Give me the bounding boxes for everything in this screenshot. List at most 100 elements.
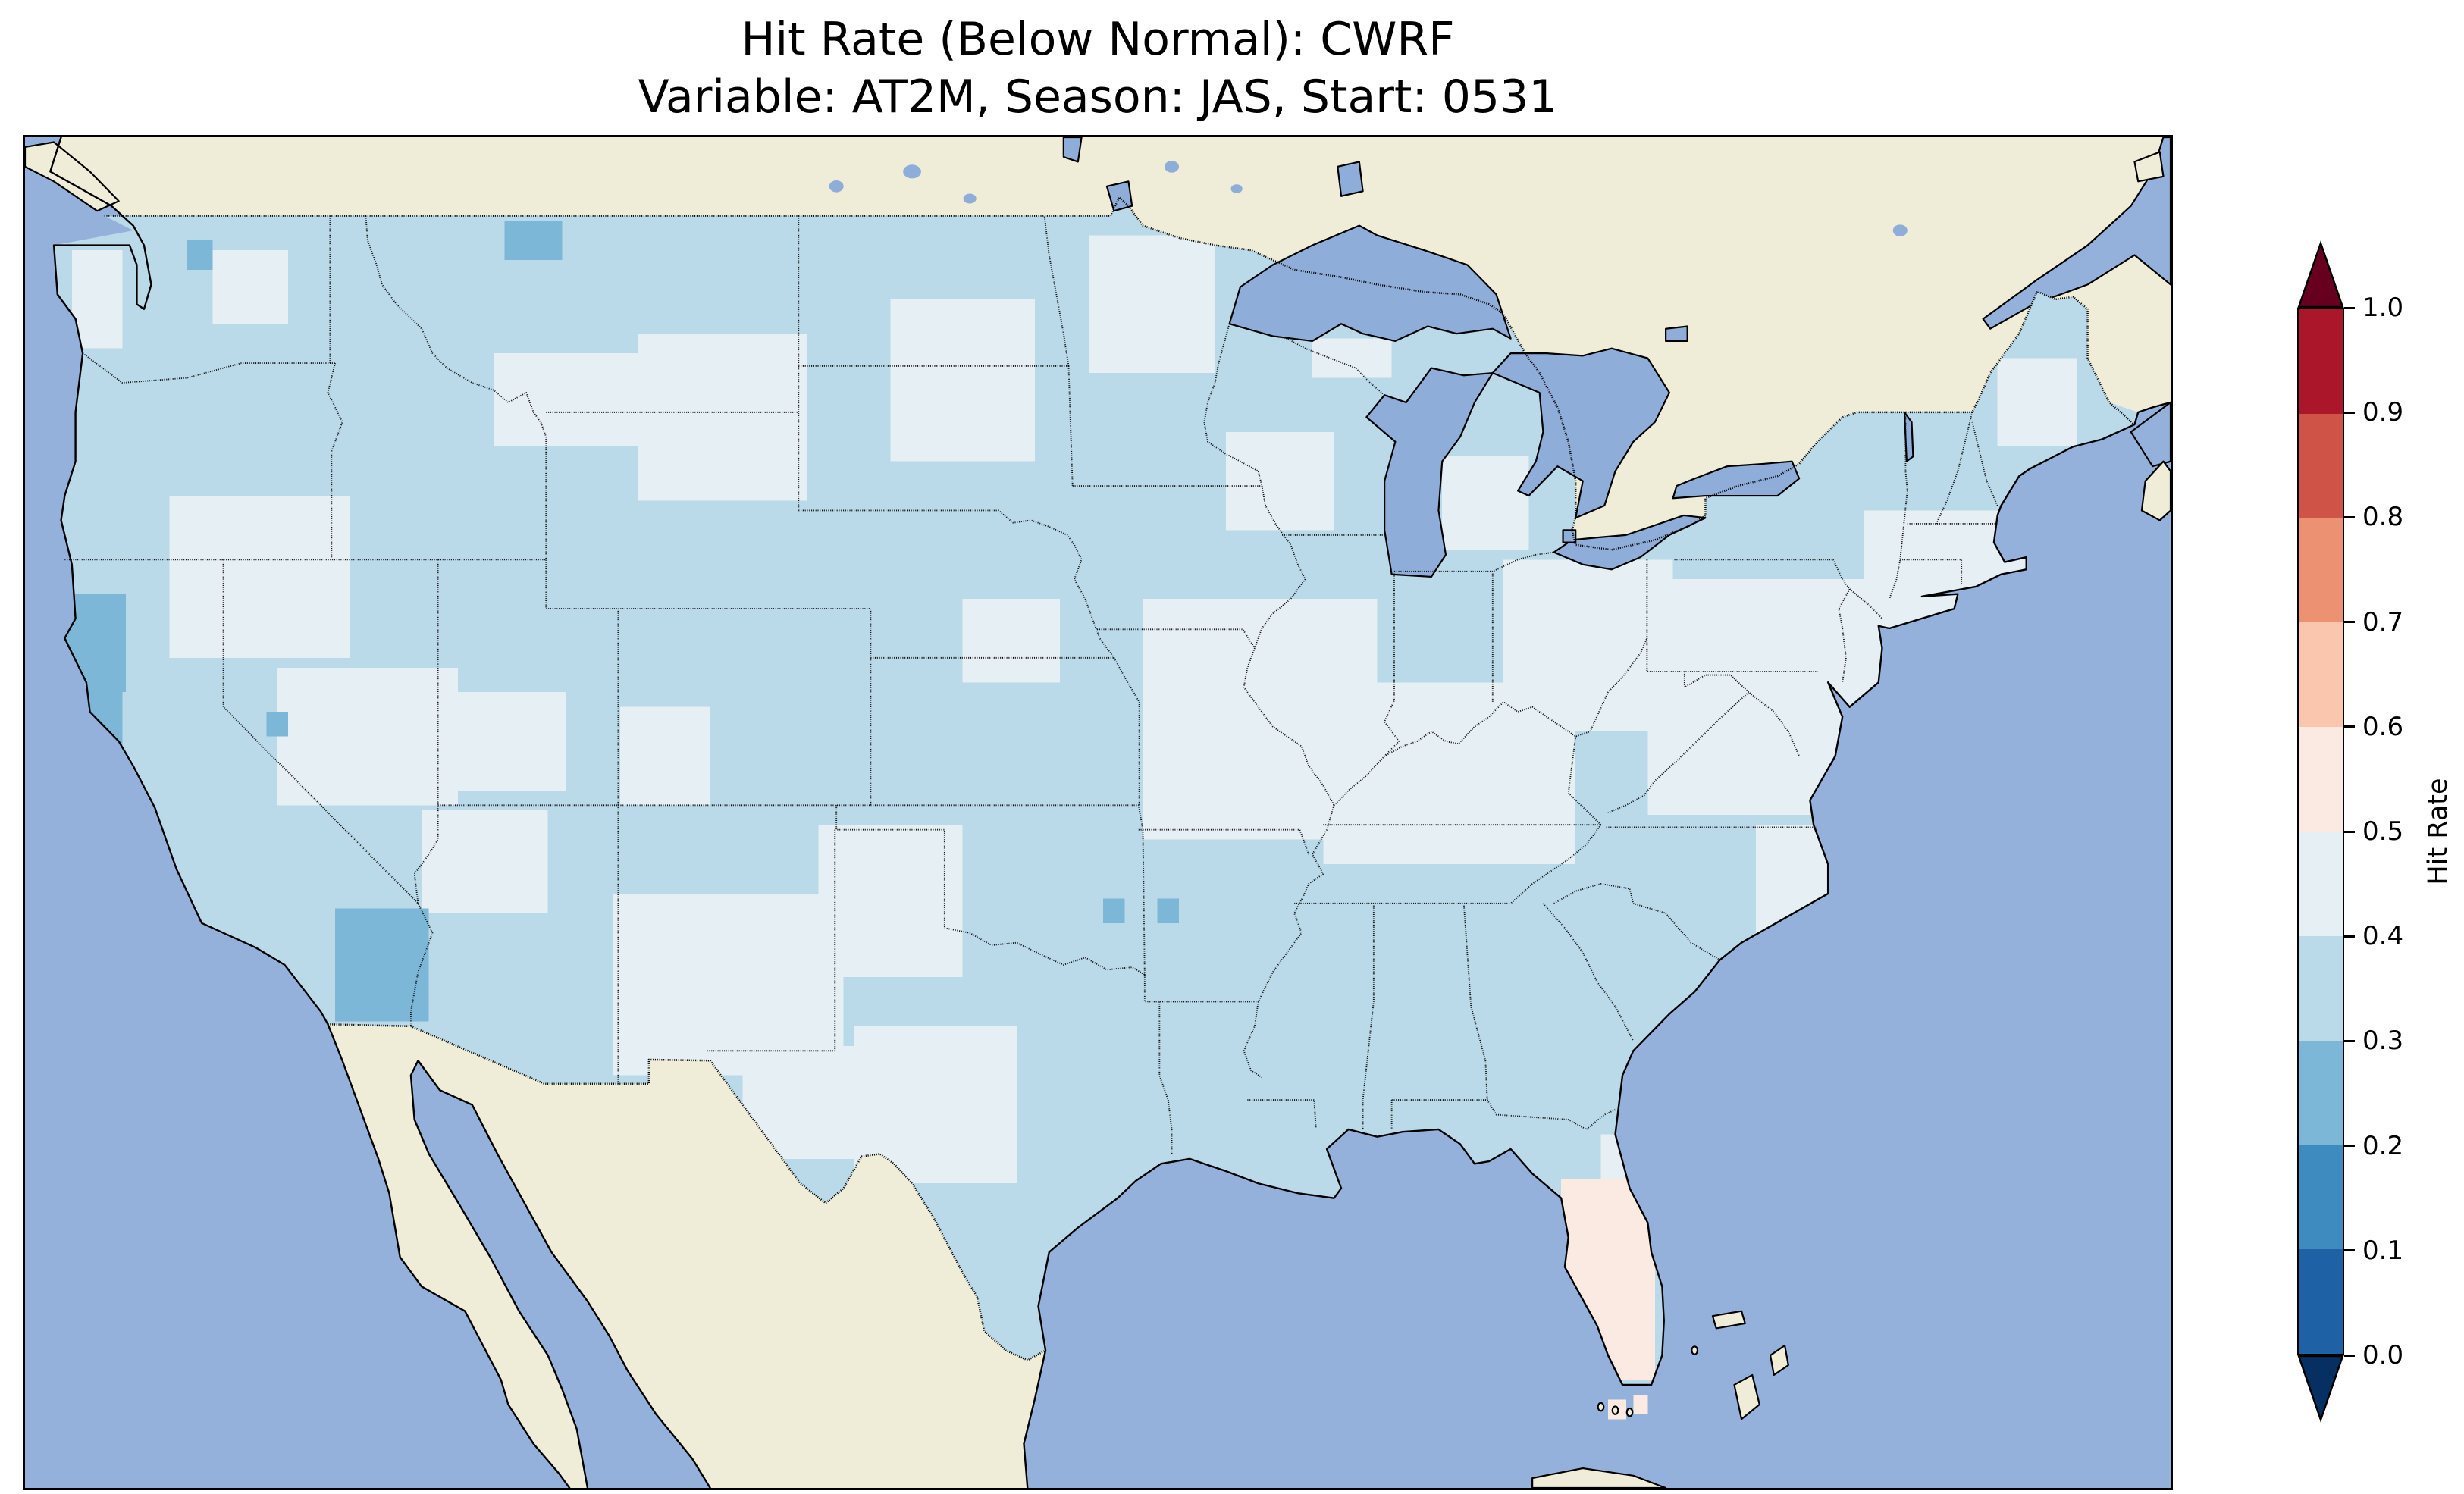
lake-champlain (1904, 412, 1913, 462)
colorbar-segment (2299, 622, 2343, 728)
colorbar-tick-label: 0.5 (2362, 816, 2404, 847)
lake-st-clair (1563, 530, 1576, 542)
colorbar-segment (2299, 832, 2343, 936)
canada-small-lake (1164, 161, 1180, 173)
colorbar-axis-label: Hit Rate (2423, 778, 2453, 885)
hit-rate-cell (1997, 358, 2077, 447)
colorbar-segment (2299, 935, 2343, 1041)
hit-rate-cell (457, 692, 566, 791)
bay-of-fundy (2131, 402, 2171, 466)
colorbar-segment (2299, 1145, 2343, 1250)
hit-rate-cell (818, 825, 963, 978)
colorbar-tick-mark (2344, 1249, 2355, 1252)
lake-ontario (1673, 462, 1799, 499)
hit-rate-cell (1312, 338, 1392, 378)
us-hit-rate-base (54, 197, 2139, 1385)
colorbar-tick-label: 0.8 (2362, 502, 2404, 533)
colorbar-tick-label: 0.2 (2362, 1130, 2404, 1161)
hit-rate-cell (638, 334, 808, 501)
figure-title-line-2: Variable: AT2M, Season: JAS, Start: 0531 (638, 70, 1558, 124)
hit-rate-cell (1633, 1394, 1648, 1414)
hit-rate-cell (1503, 559, 1673, 732)
vancouver-island (25, 142, 119, 211)
state-borders (64, 216, 1997, 1154)
hit-rate-cell (494, 353, 638, 447)
lake-nipigon (1337, 161, 1362, 196)
colorbar-extend-above (2297, 240, 2344, 309)
lake-winnipeg-tip (1064, 137, 1082, 161)
colorbar-tick-mark (2344, 830, 2355, 833)
canada-small-lake (829, 180, 844, 193)
lake-michigan (1366, 368, 1492, 577)
colorbar-body (2297, 308, 2344, 1355)
lake-of-the-woods (1107, 181, 1132, 211)
nova-scotia (2142, 462, 2171, 521)
hit-rate-cell (1157, 898, 1180, 923)
colorbar-tick-label: 1.0 (2362, 293, 2404, 323)
florida-key (1598, 1403, 1604, 1411)
colorbar-tick-mark (2344, 306, 2355, 309)
hit-rate-cell (335, 908, 429, 1022)
colorbar-ticks: 0.0 0.1 0.2 0.3 0.4 0.5 0.6 0.7 0.8 0.9 1.0 (2344, 293, 2464, 1370)
colorbar-tick-label: 0.3 (2362, 1026, 2404, 1057)
colorbar-tick-mark (2344, 411, 2355, 414)
hit-rate-cell (1103, 898, 1125, 923)
colorbar-segment (2299, 413, 2343, 518)
colorbar-tick-label: 0.0 (2362, 1340, 2404, 1370)
lake-erie (1554, 515, 1706, 569)
anticosti-island (2134, 152, 2163, 181)
colorbar-tick-label: 0.9 (2362, 397, 2404, 428)
florida-key (1627, 1408, 1633, 1416)
canada-small-lake (903, 164, 921, 179)
hit-rate-cell (422, 810, 548, 913)
hit-rate-cell (277, 667, 458, 806)
map-frame (23, 135, 2173, 1490)
coastline (50, 137, 2171, 1488)
hit-rate-cell (619, 706, 710, 806)
colorbar-tick-mark (2344, 1354, 2355, 1357)
hit-rate-cell (890, 299, 1035, 462)
colorbar-tick-mark (2344, 935, 2355, 938)
hit-rate-cell (504, 221, 563, 260)
colorbar-tick-label: 0.7 (2362, 606, 2404, 637)
lake-nipissing (1666, 326, 1688, 340)
colorbar-tick-label: 0.6 (2362, 711, 2404, 742)
hit-rate-cell (266, 712, 289, 737)
colorbar-segment (2299, 518, 2343, 623)
hit-rate-cells (64, 221, 2077, 1380)
colorbar-tick-label: 0.1 (2362, 1235, 2404, 1266)
hit-rate-cell (169, 496, 350, 658)
bimini (1691, 1346, 1698, 1354)
eleuthera (1770, 1345, 1788, 1375)
colorbar-tick-mark (2344, 621, 2355, 624)
colorbar-tick-mark (2344, 1039, 2355, 1042)
grand-bahama (1713, 1311, 1745, 1329)
colorbar-segment (2299, 1249, 2343, 1354)
hit-rate-cell (1442, 456, 1529, 550)
florida-key (1613, 1406, 1619, 1414)
colorbar-tick-label: 0.4 (2362, 921, 2404, 952)
colorbar-tick-mark (2344, 515, 2355, 518)
andros-island (1734, 1375, 1759, 1419)
hit-rate-cell (613, 893, 844, 1076)
hit-rate-cell (1225, 431, 1334, 531)
map-canvas (25, 137, 2171, 1488)
canada-small-lake (1230, 184, 1243, 193)
colorbar-segment (2299, 727, 2343, 832)
colorbar-segment (2299, 1040, 2343, 1145)
hit-rate-cell (1089, 235, 1215, 374)
canada-small-lake (963, 193, 977, 204)
lake-huron (1493, 349, 1669, 518)
cuba (1532, 1468, 1666, 1488)
colorbar-tick-mark (2344, 725, 2355, 728)
islands (1532, 1311, 1788, 1488)
canada-small-lake (1892, 224, 1908, 236)
international-borders (105, 197, 2135, 1360)
hit-rate-cell (71, 250, 123, 349)
colorbar-tick-mark (2344, 1145, 2355, 1148)
figure-title-line-1: Hit Rate (Below Normal): CWRF (741, 13, 1455, 66)
colorbar-extend-below (2297, 1355, 2344, 1423)
hit-rate-cell (212, 250, 289, 324)
figure-title: Hit Rate (Below Normal): CWRF Variable: … (23, 11, 2173, 126)
